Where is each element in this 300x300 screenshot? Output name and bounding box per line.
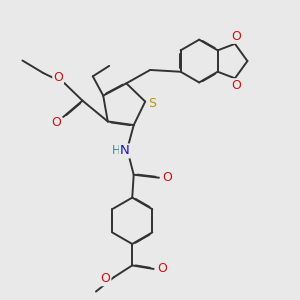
Text: O: O	[53, 71, 63, 84]
Text: O: O	[162, 171, 172, 184]
Text: O: O	[51, 116, 61, 129]
Text: N: N	[120, 145, 130, 158]
Text: O: O	[232, 30, 242, 43]
Text: O: O	[232, 79, 242, 92]
Text: O: O	[157, 262, 167, 275]
Text: H: H	[112, 145, 120, 158]
Text: O: O	[100, 272, 110, 285]
Text: S: S	[148, 97, 156, 110]
